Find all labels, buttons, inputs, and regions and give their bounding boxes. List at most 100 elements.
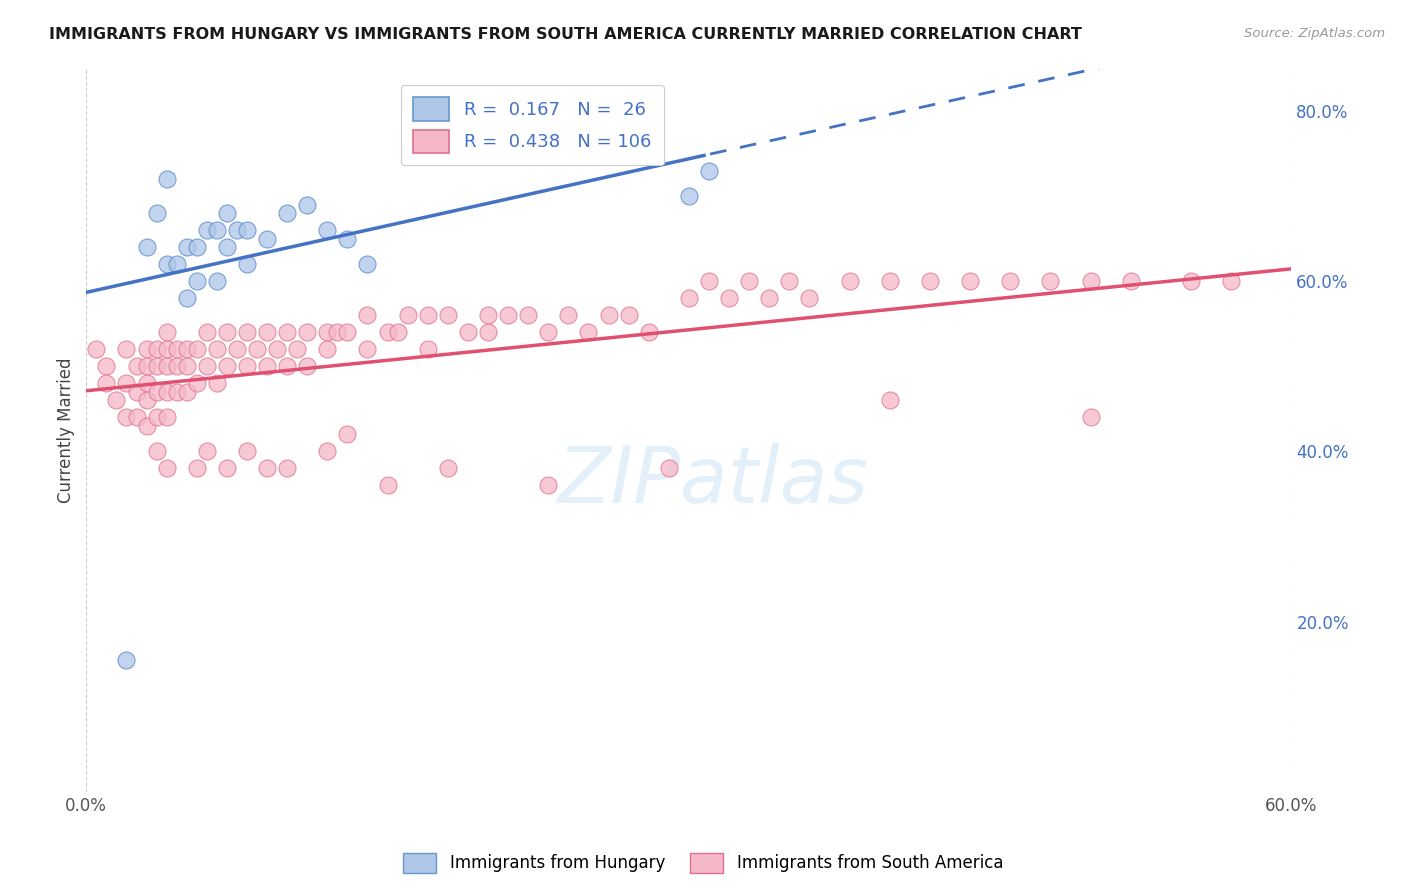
Point xyxy=(195,359,218,374)
Point xyxy=(115,376,138,391)
Point xyxy=(236,359,259,374)
Point xyxy=(336,232,359,246)
Point xyxy=(496,308,519,322)
Point xyxy=(276,206,298,220)
Point xyxy=(326,325,349,339)
Point xyxy=(477,325,499,339)
Point xyxy=(156,172,179,186)
Point xyxy=(195,325,218,339)
Point xyxy=(416,343,439,357)
Point xyxy=(637,325,659,339)
Point xyxy=(215,359,238,374)
Point xyxy=(145,206,167,220)
Point xyxy=(256,359,278,374)
Point xyxy=(135,418,157,433)
Point xyxy=(236,223,259,237)
Legend: Immigrants from Hungary, Immigrants from South America: Immigrants from Hungary, Immigrants from… xyxy=(396,847,1010,880)
Point xyxy=(517,308,540,322)
Point xyxy=(266,343,288,357)
Point xyxy=(1080,274,1102,288)
Point xyxy=(557,308,579,322)
Point xyxy=(145,384,167,399)
Point xyxy=(176,359,198,374)
Point xyxy=(297,197,319,211)
Point xyxy=(276,325,298,339)
Point xyxy=(215,325,238,339)
Point xyxy=(617,308,640,322)
Point xyxy=(918,274,941,288)
Point xyxy=(166,343,188,357)
Point xyxy=(477,308,499,322)
Point xyxy=(537,325,560,339)
Point xyxy=(387,325,409,339)
Point xyxy=(166,359,188,374)
Point xyxy=(115,343,138,357)
Point xyxy=(156,410,179,425)
Point xyxy=(437,308,460,322)
Point xyxy=(879,274,901,288)
Point xyxy=(256,232,278,246)
Point xyxy=(205,376,228,391)
Point xyxy=(316,444,339,458)
Point xyxy=(799,291,821,305)
Point xyxy=(156,359,179,374)
Point xyxy=(226,223,249,237)
Point xyxy=(416,308,439,322)
Point xyxy=(145,410,167,425)
Point xyxy=(356,308,378,322)
Point xyxy=(1039,274,1062,288)
Point xyxy=(316,223,339,237)
Point xyxy=(166,384,188,399)
Point xyxy=(336,325,359,339)
Point xyxy=(236,325,259,339)
Point xyxy=(658,461,681,475)
Point xyxy=(195,444,218,458)
Point xyxy=(236,257,259,271)
Point xyxy=(437,461,460,475)
Point xyxy=(115,410,138,425)
Point xyxy=(297,325,319,339)
Point xyxy=(166,257,188,271)
Point xyxy=(738,274,761,288)
Point xyxy=(215,461,238,475)
Point xyxy=(215,206,238,220)
Point xyxy=(598,308,620,322)
Point xyxy=(145,444,167,458)
Point xyxy=(156,461,179,475)
Point xyxy=(186,274,208,288)
Point xyxy=(316,343,339,357)
Point xyxy=(396,308,419,322)
Point xyxy=(1220,274,1243,288)
Point xyxy=(205,343,228,357)
Point xyxy=(156,325,179,339)
Point xyxy=(457,325,479,339)
Point xyxy=(135,240,157,254)
Point xyxy=(256,461,278,475)
Point xyxy=(145,359,167,374)
Point xyxy=(276,359,298,374)
Text: Source: ZipAtlas.com: Source: ZipAtlas.com xyxy=(1244,27,1385,40)
Point xyxy=(758,291,780,305)
Point xyxy=(125,359,148,374)
Point xyxy=(285,343,308,357)
Point xyxy=(678,291,700,305)
Point xyxy=(96,376,118,391)
Point xyxy=(195,223,218,237)
Point xyxy=(86,343,108,357)
Point xyxy=(186,376,208,391)
Point xyxy=(226,343,249,357)
Point xyxy=(356,257,378,271)
Point xyxy=(336,427,359,442)
Point xyxy=(697,163,720,178)
Point xyxy=(1119,274,1142,288)
Point xyxy=(1000,274,1022,288)
Point xyxy=(186,240,208,254)
Point xyxy=(135,343,157,357)
Point xyxy=(678,189,700,203)
Point xyxy=(1180,274,1202,288)
Point xyxy=(96,359,118,374)
Point xyxy=(205,274,228,288)
Point xyxy=(186,461,208,475)
Point xyxy=(205,223,228,237)
Point xyxy=(1080,410,1102,425)
